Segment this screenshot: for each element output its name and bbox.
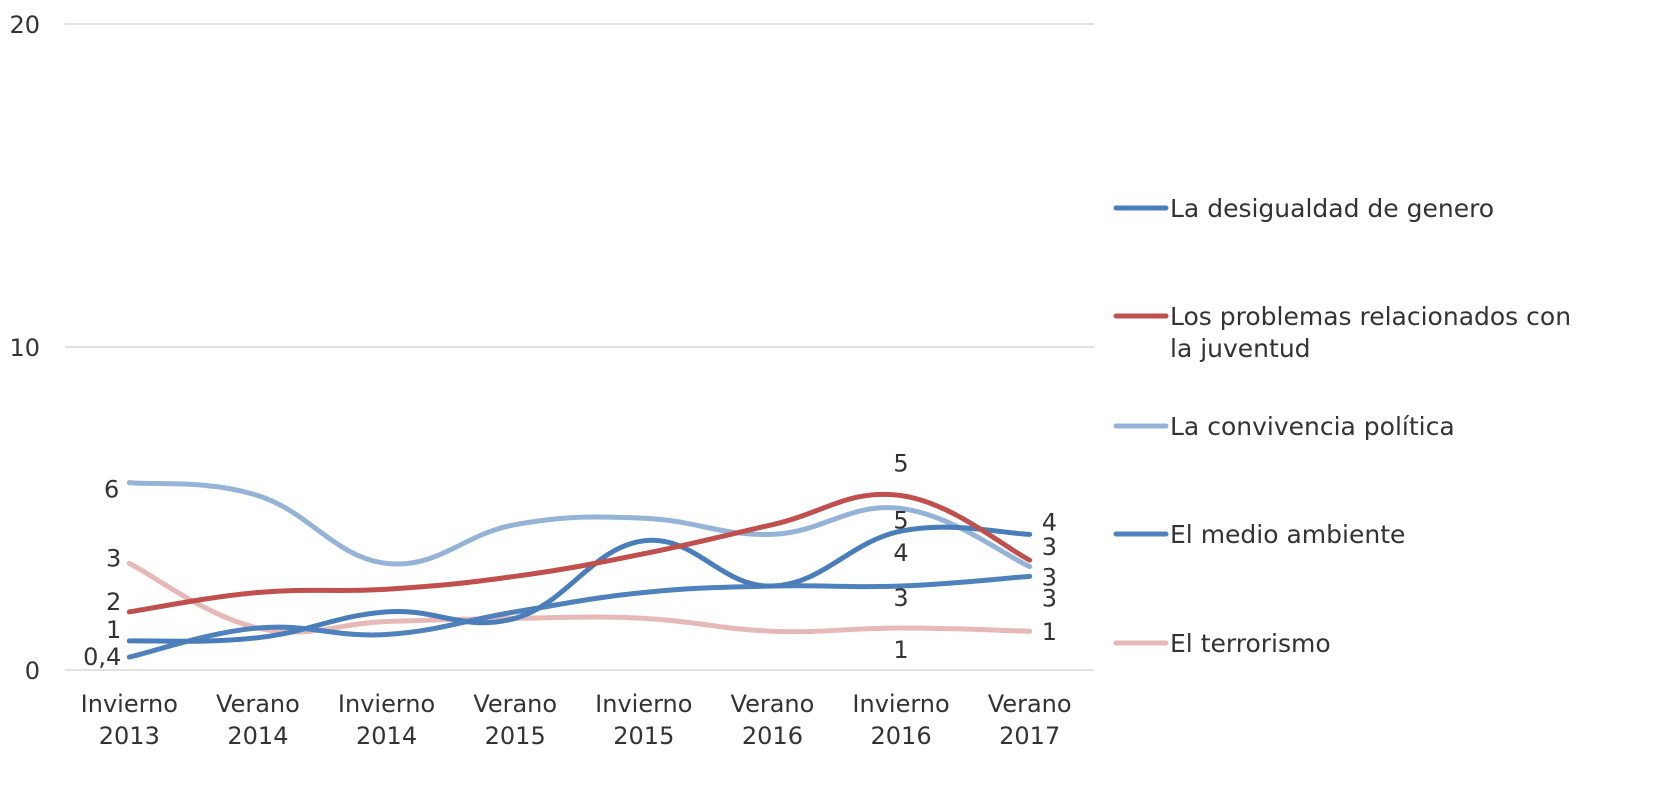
legend-entry: La convivencia política bbox=[1170, 412, 1455, 441]
legend-entry: El terrorismo bbox=[1170, 629, 1331, 658]
series-lines bbox=[126, 480, 1033, 660]
legend: La desigualdad de genero Los problemas re… bbox=[1113, 194, 1571, 658]
data-label: 3 bbox=[1042, 533, 1057, 561]
legend-entry: Los problemas relacionados con la juventu… bbox=[1170, 302, 1571, 363]
x-tick-label: Invierno 2015 bbox=[595, 690, 692, 750]
legend-entry: El medio ambiente bbox=[1170, 520, 1405, 549]
y-tick-label: 10 bbox=[9, 334, 40, 362]
x-tick-label: Invierno 2014 bbox=[338, 690, 435, 750]
data-label: 3 bbox=[1042, 584, 1057, 612]
data-label: 1 bbox=[106, 616, 121, 644]
x-tick-label: Verano 2016 bbox=[731, 690, 815, 750]
x-axis-ticks: Invierno 2013 Verano 2014 Invierno 2014 Verano… bbox=[81, 690, 1072, 750]
y-tick-label: 20 bbox=[9, 11, 40, 39]
data-label: 3 bbox=[1042, 564, 1057, 592]
data-label: 5 bbox=[893, 507, 908, 535]
y-axis-ticks: 0 10 20 bbox=[9, 11, 40, 685]
legend-entry: La desigualdad de genero bbox=[1170, 194, 1494, 223]
data-label: 0,4 bbox=[83, 643, 121, 671]
data-label: 4 bbox=[893, 539, 908, 567]
data-label: 3 bbox=[893, 584, 908, 612]
x-tick-label: Verano 2014 bbox=[216, 690, 300, 750]
data-label: 1 bbox=[893, 636, 908, 664]
y-tick-label: 0 bbox=[25, 657, 40, 685]
series-line-1 bbox=[126, 491, 1033, 615]
x-tick-label: Invierno 2016 bbox=[852, 690, 949, 750]
data-label: 3 bbox=[106, 544, 121, 572]
series-line-2 bbox=[126, 480, 1033, 570]
data-label: 2 bbox=[106, 588, 121, 616]
series-line-0 bbox=[126, 524, 1033, 644]
series-line-3 bbox=[126, 573, 1033, 660]
x-tick-label: Verano 2015 bbox=[473, 690, 557, 750]
x-tick-label: Invierno 2013 bbox=[81, 690, 178, 750]
data-label: 5 bbox=[893, 450, 908, 478]
gridlines bbox=[65, 23, 1094, 671]
data-label: 6 bbox=[104, 476, 119, 504]
data-label: 1 bbox=[1042, 618, 1057, 646]
x-tick-label: Verano 2017 bbox=[988, 690, 1072, 750]
data-label: 4 bbox=[1042, 508, 1057, 536]
